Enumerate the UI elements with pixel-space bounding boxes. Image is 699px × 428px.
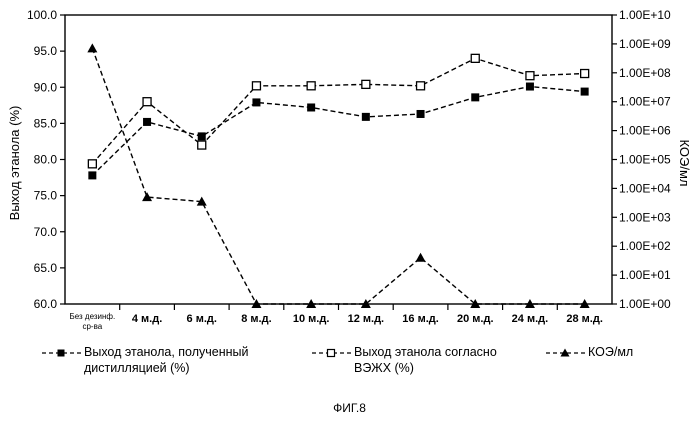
data-point-open-square xyxy=(307,82,315,90)
x-axis-category-label-line: Без дезинф. xyxy=(69,312,115,321)
legend-label-cfu: КОЭ/мл xyxy=(588,344,633,360)
left-axis-tick-label: 100.0 xyxy=(27,8,57,22)
left-axis-tick-label: 80.0 xyxy=(34,153,58,167)
left-axis-tick-label: 70.0 xyxy=(34,225,58,239)
left-axis-tick-label: 95.0 xyxy=(34,44,58,58)
legend-label-distillation-line1: Выход этанола, полученный xyxy=(84,344,249,360)
x-axis-category-label: 28 м.д. xyxy=(566,313,603,325)
left-axis-tick-label: 60.0 xyxy=(34,297,58,311)
legend-item-hplc: Выход этанола согласно ВЭЖХ (%) xyxy=(310,344,497,376)
data-point-filled-square xyxy=(88,171,96,179)
legend-marker-filled-triangle xyxy=(544,344,588,362)
x-axis-category-label: 24 м.д. xyxy=(512,313,549,325)
right-axis-tick-label: 1.00E+08 xyxy=(619,66,671,80)
data-point-filled-triangle xyxy=(416,253,426,262)
legend-label-distillation-line2: дистилляцией (%) xyxy=(84,360,249,376)
legend-marker-open-square xyxy=(310,344,354,362)
data-point-open-square xyxy=(471,54,479,62)
legend-label-hplc-line1: Выход этанола согласно xyxy=(354,344,497,360)
data-point-filled-triangle xyxy=(142,192,152,201)
data-point-filled-square xyxy=(581,88,589,96)
data-point-filled-square xyxy=(471,93,479,101)
plot-frame xyxy=(65,15,612,304)
x-axis-category-label: Без дезинф.ср-ва xyxy=(69,312,115,331)
legend-label-hplc-line2: ВЭЖХ (%) xyxy=(354,360,497,376)
legend-item-distillation: Выход этанола, полученный дистилляцией (… xyxy=(40,344,249,376)
data-point-filled-square xyxy=(307,103,315,111)
series-1 xyxy=(88,83,588,180)
series-line xyxy=(92,87,584,176)
left-axis-tick-label: 85.0 xyxy=(34,116,58,130)
legend-item-cfu: КОЭ/мл xyxy=(544,344,633,362)
left-axis: 60.0 65.0 70.0 75.0 80.0 85.0 90.0 95.0 100.0 xyxy=(27,8,65,311)
data-point-filled-square xyxy=(417,110,425,118)
series-layer xyxy=(87,43,589,308)
x-axis-category-label: 20 м.д. xyxy=(457,313,494,325)
series-2 xyxy=(88,54,588,167)
right-axis-tick-label: 1.00E+03 xyxy=(619,210,671,224)
right-axis-title: КОЭ/мл xyxy=(677,139,692,186)
right-axis-tick-label: 1.00E+06 xyxy=(619,124,671,138)
data-point-open-square xyxy=(417,82,425,90)
left-axis-title: Выход этанола (%) xyxy=(7,106,22,221)
series-3 xyxy=(87,43,589,308)
x-axis-category-label: 8 м.д. xyxy=(241,313,271,325)
figure-caption: ФИГ.8 xyxy=(0,401,699,415)
left-axis-tick-label: 65.0 xyxy=(34,261,58,275)
x-axis-category-label: 6 м.д. xyxy=(187,313,217,325)
right-axis-tick-label: 1.00E+00 xyxy=(619,297,671,311)
series-line xyxy=(92,48,584,304)
data-point-filled-square xyxy=(526,83,534,91)
right-axis-tick-label: 1.00E+10 xyxy=(619,8,671,22)
x-axis-category-label: 12 м.д. xyxy=(348,313,385,325)
x-axis-category-label: 4 м.д. xyxy=(132,313,162,325)
chart: 60.0 65.0 70.0 75.0 80.0 85.0 90.0 95.0 100.0 1.… xyxy=(0,0,699,345)
x-axis: Без дезинф.ср-ва 4 м.д. 6 м.д. 8 м.д. 10 м.д… xyxy=(69,304,602,331)
right-axis-tick-label: 1.00E+07 xyxy=(619,95,671,109)
left-axis-tick-label: 75.0 xyxy=(34,189,58,203)
right-axis-tick-label: 1.00E+05 xyxy=(619,153,671,167)
data-point-filled-triangle xyxy=(87,43,97,52)
data-point-open-square xyxy=(198,141,206,149)
data-point-filled-square xyxy=(362,113,370,121)
data-point-open-square xyxy=(526,72,534,80)
data-point-open-square xyxy=(581,70,589,78)
x-axis-category-label-line: ср-ва xyxy=(82,322,102,331)
right-axis-tick-label: 1.00E+02 xyxy=(619,239,671,253)
x-axis-category-label: 10 м.д. xyxy=(293,313,330,325)
data-point-open-square xyxy=(143,98,151,106)
right-axis-tick-label: 1.00E+01 xyxy=(619,268,671,282)
data-point-filled-square xyxy=(198,132,206,140)
data-point-open-square xyxy=(362,80,370,88)
right-axis-tick-label: 1.00E+09 xyxy=(619,37,671,51)
data-point-open-square xyxy=(252,82,260,90)
data-point-open-square xyxy=(88,160,96,168)
right-axis: 1.00E+00 1.00E+01 1.00E+02 1.00E+03 1.00E+04… xyxy=(612,8,671,311)
plot-border xyxy=(65,15,612,304)
legend-marker-filled-square xyxy=(40,344,84,362)
series-line xyxy=(92,58,584,163)
left-axis-tick-label: 90.0 xyxy=(34,80,58,94)
data-point-filled-square xyxy=(252,98,260,106)
data-point-filled-square xyxy=(143,118,151,126)
right-axis-tick-label: 1.00E+04 xyxy=(619,181,671,195)
legend: Выход этанола, полученный дистилляцией (… xyxy=(0,344,699,394)
x-axis-category-label: 16 м.д. xyxy=(402,313,439,325)
